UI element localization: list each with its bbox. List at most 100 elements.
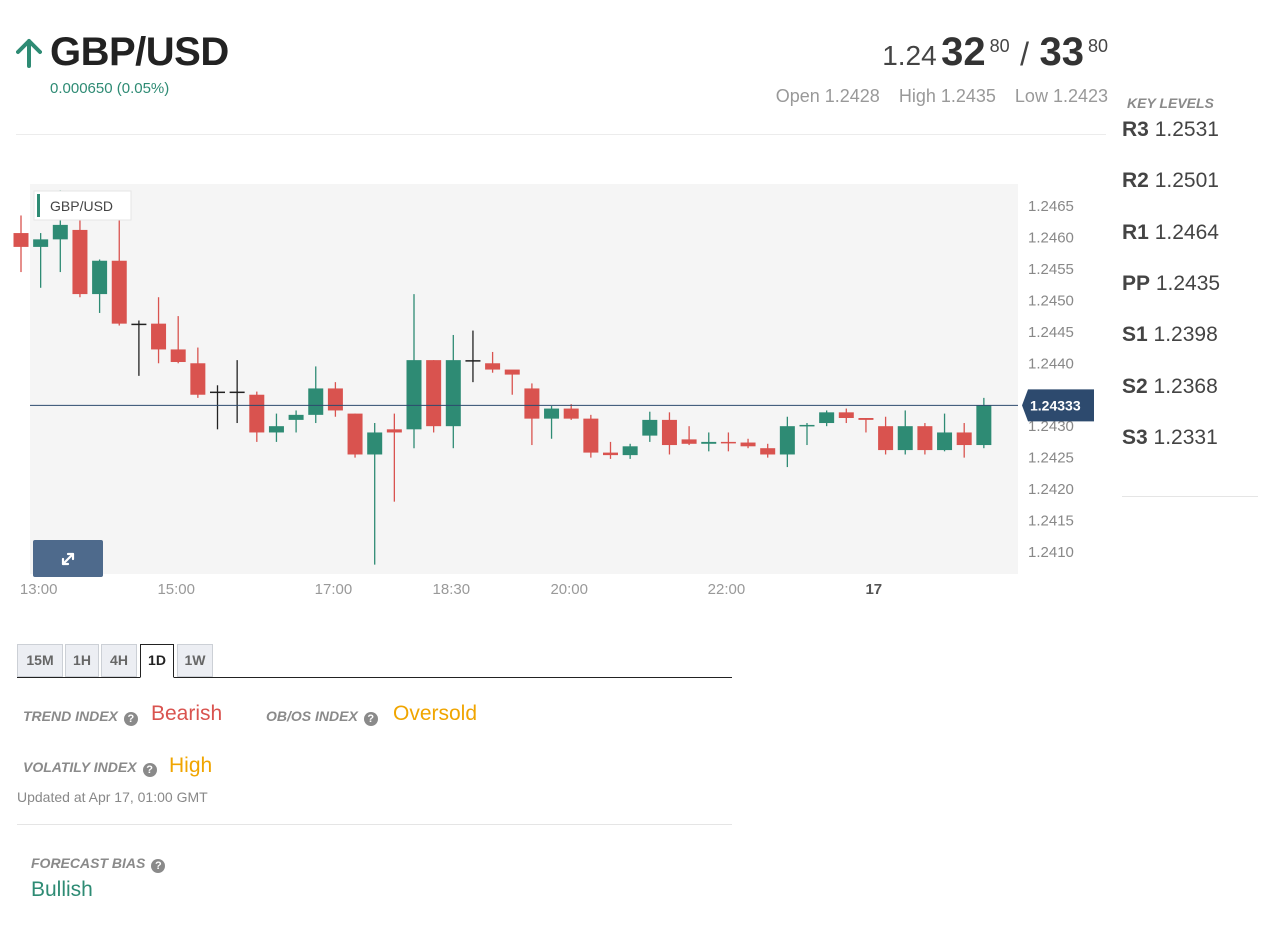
- candle: [740, 438, 756, 449]
- help-icon[interactable]: ?: [363, 712, 378, 726]
- volatility-index-label: VOLATILY INDEX?: [23, 759, 157, 777]
- candle: [170, 316, 186, 364]
- x-tick-label: 15:00: [157, 581, 195, 598]
- candle: [33, 233, 49, 288]
- x-tick-label: 22:00: [708, 581, 746, 598]
- candle: [603, 441, 618, 459]
- candle: [661, 412, 677, 455]
- y-tick-label: 1.2430: [1028, 418, 1074, 435]
- obos-index-value: Oversold: [393, 702, 478, 725]
- candle: [799, 423, 815, 446]
- tab-15m[interactable]: 15M: [17, 644, 63, 677]
- candle: [210, 385, 225, 430]
- y-tick-label: 1.2415: [1028, 513, 1074, 530]
- candle: [622, 443, 638, 459]
- candle: [956, 423, 972, 458]
- candle: [504, 369, 520, 395]
- y-tick-label: 1.2420: [1028, 481, 1074, 498]
- x-tick-label: 13:00: [20, 581, 58, 598]
- x-tick-label: 18:30: [433, 581, 471, 598]
- tab-1d[interactable]: 1D: [140, 644, 174, 678]
- candle: [268, 413, 284, 442]
- help-icon[interactable]: ?: [151, 859, 166, 873]
- header-divider: [16, 134, 1106, 135]
- candle: [249, 391, 265, 442]
- y-tick-label: 1.2445: [1028, 324, 1074, 341]
- bid-big-figure: 32: [941, 30, 986, 74]
- candle: [386, 413, 402, 502]
- last-price-label: 1.24333: [1030, 397, 1081, 413]
- expand-chart-button[interactable]: [33, 540, 103, 577]
- candle: [308, 366, 324, 424]
- candle: [897, 410, 913, 455]
- candle: [878, 416, 894, 455]
- obos-index-label: OB/OS INDEX?: [266, 708, 378, 726]
- arrow-up-icon: [16, 39, 42, 68]
- key-levels-divider: [1122, 496, 1258, 497]
- quote-separator: /: [1020, 36, 1030, 72]
- updated-timestamp: Updated at Apr 17, 01:00 GMT: [17, 789, 208, 805]
- plot-area: [30, 184, 1018, 574]
- candle: [524, 383, 540, 446]
- y-tick-label: 1.2440: [1028, 355, 1074, 372]
- candle: [465, 330, 481, 383]
- tab-4h[interactable]: 4H: [101, 644, 137, 677]
- timeframe-tabs: 15M 1H 4H 1D 1W: [17, 644, 732, 678]
- volatility-index-value: High: [169, 754, 213, 777]
- high-value: High 1.2435: [898, 86, 996, 106]
- x-tick-label: 17:00: [315, 581, 353, 598]
- key-level-s3: S3 1.2331: [1122, 426, 1218, 449]
- candle: [288, 410, 304, 433]
- y-tick-label: 1.2450: [1028, 292, 1074, 309]
- candle: [347, 413, 363, 458]
- candle: [760, 443, 776, 458]
- y-tick-label: 1.2465: [1028, 198, 1074, 215]
- key-level-pp: PP 1.2435: [1122, 272, 1221, 295]
- key-levels-title: KEY LEVELS: [1127, 95, 1214, 111]
- candle: [92, 259, 108, 313]
- forecast-bias-label: FORECAST BIAS?: [31, 855, 166, 873]
- candle: [72, 218, 88, 298]
- bid-pip: 80: [989, 36, 1010, 56]
- candle: [681, 426, 697, 446]
- candle: [838, 408, 854, 424]
- y-tick-label: 1.2460: [1028, 229, 1074, 246]
- candle: [917, 423, 933, 455]
- ohl-stats: Open 1.2428 High 1.2435 Low 1.2423: [762, 86, 1108, 107]
- trend-index-value: Bearish: [151, 702, 223, 725]
- y-tick-label: 1.2455: [1028, 261, 1074, 278]
- candle: [406, 294, 422, 449]
- candle: [779, 416, 795, 468]
- candle: [367, 423, 383, 565]
- ask-pip: 80: [1087, 36, 1108, 56]
- candle: [937, 413, 953, 452]
- key-level-r2: R2 1.2501: [1122, 169, 1219, 192]
- key-level-s2: S2 1.2368: [1122, 375, 1218, 398]
- candle: [858, 418, 874, 433]
- candle: [445, 334, 461, 449]
- candle: [111, 215, 127, 326]
- candle: [642, 411, 658, 442]
- price-quote: 1.24 32 80 / 33 80: [882, 30, 1108, 75]
- section-divider: [17, 824, 732, 825]
- pair-title: GBP/USD: [50, 30, 229, 74]
- help-icon[interactable]: ?: [123, 712, 138, 726]
- chart-legend: GBP/USD: [33, 190, 132, 221]
- candle: [563, 404, 579, 420]
- tab-1h[interactable]: 1H: [65, 644, 99, 677]
- price-change: 0.000650 (0.05%): [50, 80, 170, 97]
- candle: [583, 414, 599, 458]
- key-level-r3: R3 1.2531: [1122, 118, 1219, 141]
- candle: [131, 320, 147, 376]
- y-tick-label: 1.2410: [1028, 544, 1074, 561]
- candle: [976, 397, 992, 449]
- trend-index-label: TREND INDEX?: [23, 708, 138, 726]
- tab-1w[interactable]: 1W: [177, 644, 213, 677]
- help-icon[interactable]: ?: [142, 763, 157, 777]
- chart-legend-label: GBP/USD: [50, 198, 113, 214]
- candle: [151, 297, 167, 364]
- candle: [819, 410, 835, 427]
- low-value: Low 1.2423: [1014, 86, 1108, 106]
- candle: [544, 406, 560, 439]
- candlestick-chart[interactable]: 1.2465 1.2460 1.2455 1.2450 1.2445 1.2440 1.24…: [0, 150, 1110, 620]
